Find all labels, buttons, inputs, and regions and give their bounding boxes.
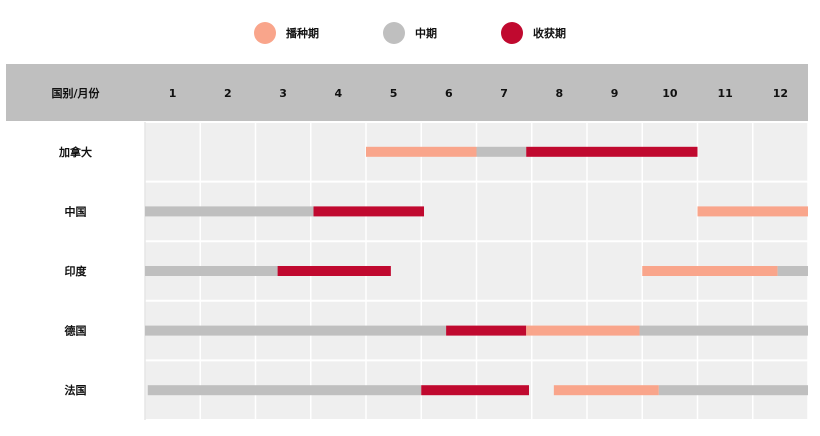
bar-1 xyxy=(697,206,808,217)
bar-0 xyxy=(476,146,527,157)
month-label-9: 9 xyxy=(611,87,619,100)
bar-2 xyxy=(145,266,278,276)
legend-swatch-harvest xyxy=(501,22,523,44)
month-label-5: 5 xyxy=(390,87,398,100)
bar-4 xyxy=(421,385,529,396)
month-label-1: 1 xyxy=(169,87,177,100)
month-label-3: 3 xyxy=(279,87,287,100)
row-label-column xyxy=(6,122,145,420)
month-label-11: 11 xyxy=(717,87,732,100)
row-label-3: 德国 xyxy=(64,324,87,338)
legend-swatch-middle xyxy=(383,22,405,44)
bar-2 xyxy=(777,266,808,276)
legend-label-sowing: 播种期 xyxy=(286,27,319,40)
bar-1 xyxy=(313,206,425,217)
row-label-2: 印度 xyxy=(65,264,88,278)
header-row-label: 国别/月份 xyxy=(51,86,100,100)
month-label-4: 4 xyxy=(335,87,343,100)
bar-2 xyxy=(277,266,391,276)
bar-3 xyxy=(145,325,447,336)
header-band xyxy=(6,64,808,122)
bar-4 xyxy=(553,385,659,396)
row-label-0: 加拿大 xyxy=(58,145,92,159)
legend: 播种期 中期 收获期 xyxy=(0,18,820,48)
month-label-2: 2 xyxy=(224,87,232,100)
bar-0 xyxy=(366,146,477,157)
bar-3 xyxy=(639,325,808,336)
bar-2 xyxy=(642,266,778,276)
row-label-4: 法国 xyxy=(65,383,87,397)
month-label-8: 8 xyxy=(556,87,564,100)
legend-item-middle: 中期 xyxy=(383,22,437,44)
legend-item-harvest: 收获期 xyxy=(501,22,566,44)
month-label-7: 7 xyxy=(500,87,508,100)
month-label-6: 6 xyxy=(445,87,453,100)
bar-4 xyxy=(658,385,808,396)
row-label-1: 中国 xyxy=(65,204,87,218)
legend-item-sowing: 播种期 xyxy=(254,22,319,44)
bar-0 xyxy=(526,146,698,157)
legend-label-harvest: 收获期 xyxy=(533,27,566,40)
bar-4 xyxy=(147,385,422,396)
bar-3 xyxy=(446,325,527,336)
month-label-10: 10 xyxy=(662,87,678,100)
month-label-12: 12 xyxy=(773,87,788,100)
legend-swatch-sowing xyxy=(254,22,276,44)
bar-1 xyxy=(145,206,314,217)
legend-label-middle: 中期 xyxy=(415,27,437,40)
bar-3 xyxy=(526,325,640,336)
